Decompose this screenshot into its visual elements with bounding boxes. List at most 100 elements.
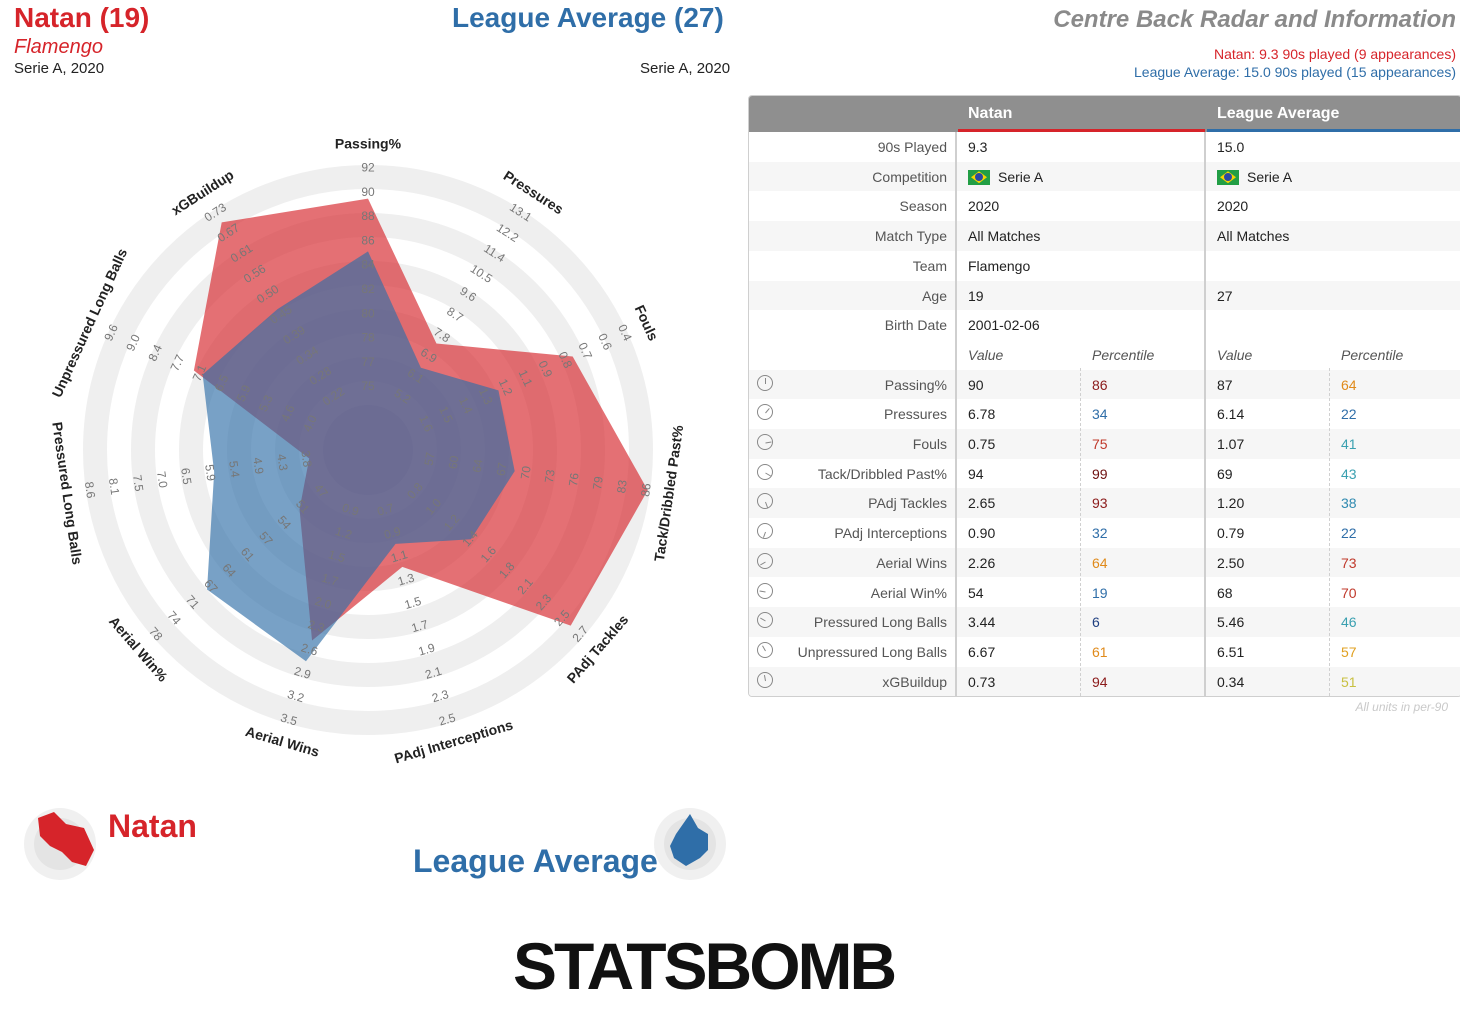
radar-tick-label: 1.5 — [327, 547, 347, 565]
stat-gauge-icon — [757, 552, 773, 569]
player-stat-percentile: 61 — [1092, 643, 1108, 660]
dashed-divider — [1329, 368, 1330, 696]
player-stat-percentile: 19 — [1092, 584, 1108, 601]
col-player-header: Natan — [968, 105, 1013, 122]
row-label: Birth Date — [884, 317, 947, 334]
table-subheader: Value Percentile Value Percentile — [749, 340, 1460, 370]
compare-stat-value: 1.07 — [1217, 436, 1245, 452]
subheader-percentile: Percentile — [1092, 346, 1155, 363]
page-title: Centre Back Radar and Information — [1053, 6, 1456, 33]
compare-stat-value: 1.20 — [1217, 495, 1245, 512]
compare-subtitle: League Average: 15.0 90s played (15 appe… — [1134, 64, 1456, 80]
radar-tick-label: 1.9 — [417, 640, 437, 658]
compare-stat-value: 6.14 — [1217, 406, 1245, 423]
radar-tick-label: 1.7 — [410, 617, 430, 635]
radar-tick-label: 0.9 — [382, 524, 402, 542]
compare-legend-icon — [654, 808, 726, 880]
radar-tick-label: 4.9 — [250, 457, 266, 476]
radar-tick-label: 73 — [542, 468, 558, 484]
statsbomb-logo: STATSBOMB — [0, 920, 1460, 1010]
compare-stat-percentile: 73 — [1341, 554, 1357, 571]
player-stat-value: 94 — [968, 465, 984, 482]
player-stat-percentile: 99 — [1092, 465, 1108, 482]
column-divider — [955, 132, 957, 696]
stat-gauge-icon — [757, 493, 773, 510]
player-stat-value: 2.65 — [968, 495, 996, 512]
player-stat-percentile: 86 — [1092, 376, 1108, 393]
player-value: 2001-02-06 — [968, 317, 1040, 334]
player-stat-percentile: 93 — [1092, 495, 1108, 512]
radar-tick-label: 0.8 — [555, 349, 575, 370]
compare-competition: Serie A — [1247, 168, 1293, 185]
compare-value: Serie A — [1217, 169, 1292, 185]
radar-tick-label: 64 — [470, 458, 486, 474]
row-label: Team — [912, 257, 947, 274]
radar-tick-label: 9.6 — [101, 322, 121, 343]
table-row: Age 19 27 — [749, 280, 1460, 311]
radar-tick-label: 7.5 — [130, 474, 146, 493]
radar-tick-label: 70 — [518, 465, 534, 481]
table-row: Pressures 6.78 34 6.14 22 — [749, 399, 1460, 429]
logo-text: STATSBOMB — [513, 929, 897, 1003]
compare-stat-percentile: 64 — [1341, 376, 1357, 393]
column-divider — [1204, 132, 1206, 696]
compare-value: 27 — [1217, 287, 1233, 304]
radar-tick-label: 82 — [361, 282, 375, 296]
stat-label: Unpressured Long Balls — [797, 643, 947, 660]
compare-stat-value: 0.34 — [1217, 673, 1245, 690]
compare-stat-value: 5.46 — [1217, 614, 1245, 631]
compare-stat-percentile: 22 — [1341, 525, 1357, 542]
compare-stat-percentile: 70 — [1341, 584, 1357, 601]
radar-tick-label: 5.9 — [202, 463, 218, 482]
radar-tick-label: 3.2 — [286, 687, 306, 705]
table-row: Team Flamengo — [749, 251, 1460, 281]
radar-tick-label: 1.5 — [403, 594, 423, 612]
player-stat-value: 3.44 — [968, 614, 996, 631]
radar-tick-label: 4.3 — [274, 453, 290, 472]
radar-tick-label: 2.6 — [299, 640, 319, 658]
radar-tick-label: 83 — [614, 479, 630, 495]
radar-axis-label: Tack/Dribbled Past% — [651, 424, 686, 563]
radar-tick-label: 60 — [446, 454, 462, 470]
player-stat-percentile: 32 — [1092, 525, 1108, 542]
stat-gauge-icon — [757, 404, 773, 421]
subheader-percentile: Percentile — [1341, 346, 1404, 363]
radar-tick-label: 86 — [638, 482, 654, 498]
radar-tick-label: 1.2 — [334, 524, 354, 542]
player-stat-value: 0.75 — [968, 436, 996, 452]
stat-label: Pressures — [883, 406, 947, 423]
radar-tick-label: 3.5 — [279, 710, 299, 728]
radar-tick-label: 75 — [361, 379, 375, 393]
player-stat-value: 90 — [968, 376, 984, 393]
compare-stat-percentile: 38 — [1341, 495, 1357, 512]
compare-stat-value: 87 — [1217, 376, 1233, 393]
player-stat-percentile: 6 — [1092, 614, 1100, 631]
player-value: Serie A — [968, 169, 1043, 185]
table-row: Competition Serie A Serie A — [749, 161, 1460, 192]
table-row: Unpressured Long Balls 6.67 61 6.51 57 — [749, 637, 1460, 667]
player-stat-percentile: 94 — [1092, 673, 1108, 690]
radar-ring — [83, 165, 653, 735]
compare-stat-value: 0.79 — [1217, 525, 1245, 542]
player-value: All Matches — [968, 228, 1041, 245]
stat-label: Aerial Wins — [876, 554, 947, 571]
radar-tick-label: 6.5 — [212, 372, 232, 393]
player-stat-percentile: 75 — [1092, 436, 1108, 452]
radar-tick-label: 92 — [361, 161, 375, 175]
table-row: Season 2020 2020 — [749, 191, 1460, 221]
radar-tick-label: 4.0 — [300, 413, 320, 434]
radar-tick-label: 78 — [361, 331, 375, 345]
radar-tick-label: 2.3 — [430, 687, 450, 705]
units-note: All units in per-90 — [1355, 700, 1449, 714]
radar-tick-label: 5.9 — [234, 382, 254, 403]
radar-tick-label: 1.4 — [456, 395, 476, 416]
player-stat-value: 6.67 — [968, 643, 996, 660]
table-row: xGBuildup 0.73 94 0.34 51 — [749, 666, 1460, 696]
stat-label: Aerial Win% — [870, 584, 947, 601]
radar-chart: 75777880828486889092Passing%5.26.16.97.8… — [48, 136, 686, 767]
radar-tick-label: 0.4 — [615, 322, 635, 343]
stat-label: Pressured Long Balls — [813, 614, 947, 631]
table-row: 90s Played 9.3 15.0 — [749, 132, 1460, 162]
row-label: Match Type — [874, 228, 947, 245]
row-label: Season — [899, 198, 947, 215]
